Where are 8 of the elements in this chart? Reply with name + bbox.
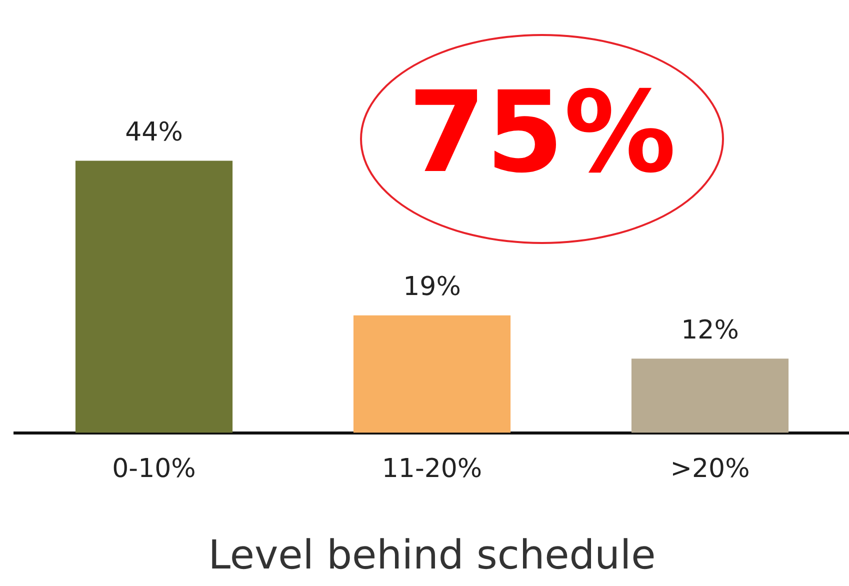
- data-label: 44%: [125, 118, 183, 148]
- x-tick-label: 11-20%: [382, 454, 482, 484]
- x-tick-label: 0-10%: [112, 454, 196, 484]
- data-label: 19%: [403, 272, 461, 302]
- data-label: 12%: [681, 315, 739, 346]
- annotation: 75%: [408, 68, 676, 198]
- x-axis-title: Level behind schedule: [208, 532, 656, 578]
- x-tick-label: >20%: [670, 454, 750, 484]
